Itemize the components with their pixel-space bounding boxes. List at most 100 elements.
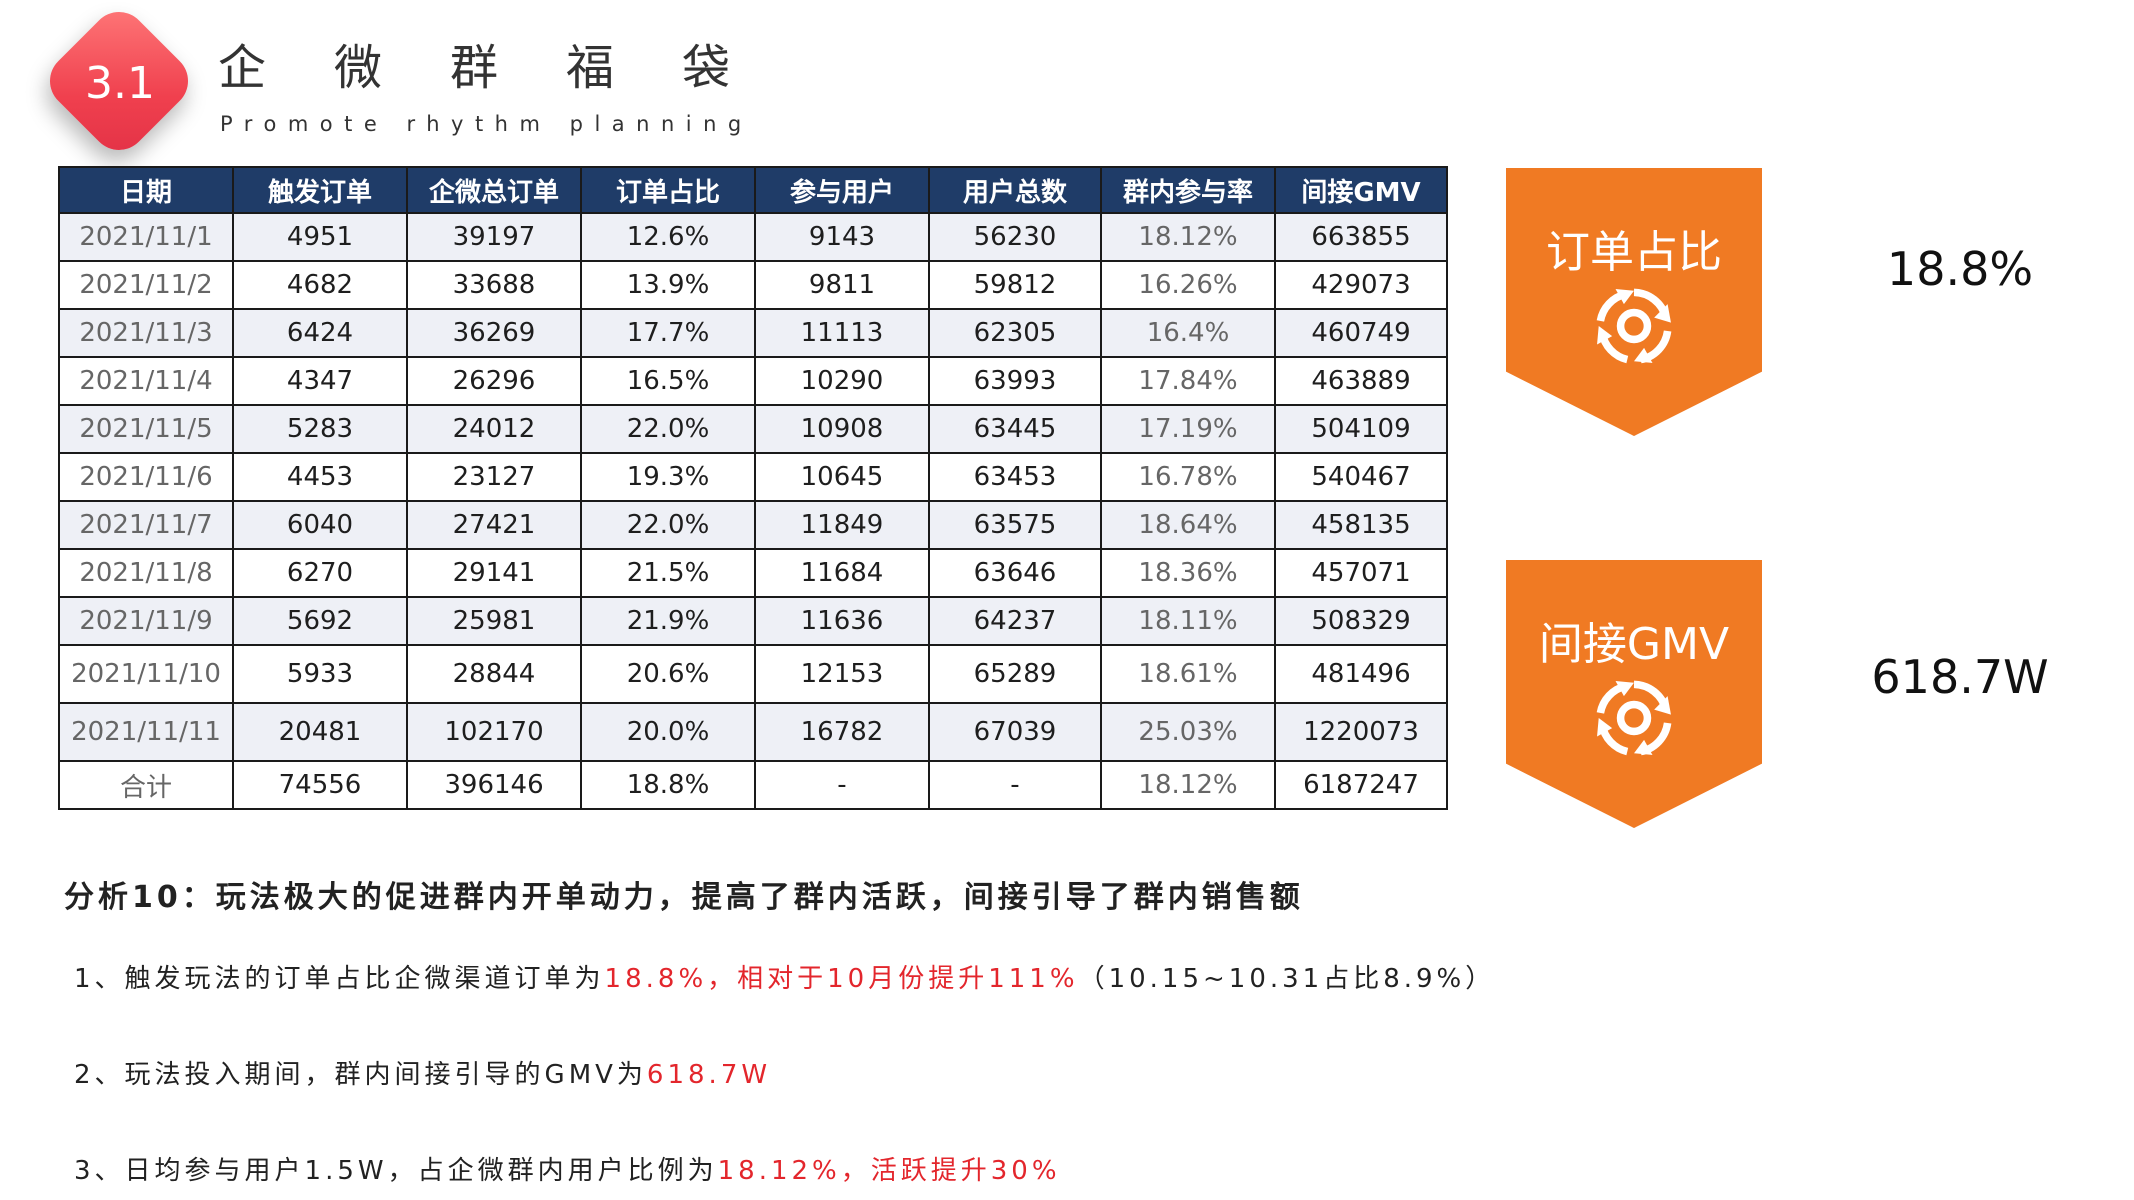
point-text: 1、触发玩法的订单占比企微渠道订单为 <box>74 964 605 994</box>
table-cell: 102170 <box>406 702 582 762</box>
table-row: 2021/11/10 5933 28844 20.6% 12153 65289 18.61%… <box>58 644 1448 704</box>
table-cell: 5692 <box>232 596 408 646</box>
table-cell: 12.6% <box>580 212 756 262</box>
table-cell: 18.12% <box>1100 212 1276 262</box>
date-cell: 2021/11/4 <box>58 356 234 406</box>
table-cell: 18.8% <box>580 760 756 810</box>
point-highlight: 618.7W <box>646 1060 772 1090</box>
table-cell: 6040 <box>232 500 408 550</box>
table-cell: 4347 <box>232 356 408 406</box>
table-cell: 12153 <box>754 644 930 704</box>
table-cell: 540467 <box>1274 452 1448 502</box>
target-refresh-icon <box>1596 288 1672 364</box>
table-cell: 67039 <box>928 702 1102 762</box>
table-cell: 16.78% <box>1100 452 1276 502</box>
table-cell: 20481 <box>232 702 408 762</box>
table-row: 2021/11/6 4453 23127 19.3% 10645 63453 16.78% 5… <box>58 452 1448 502</box>
table-cell: 6187247 <box>1274 760 1448 810</box>
table-cell: 17.19% <box>1100 404 1276 454</box>
table-cell: 63445 <box>928 404 1102 454</box>
column-header: 间接GMV <box>1274 166 1448 214</box>
table-cell: 9811 <box>754 260 930 310</box>
column-header: 日期 <box>58 166 234 214</box>
order-ratio-card: 订单占比 <box>1506 168 1762 436</box>
date-cell: 2021/11/1 <box>58 212 234 262</box>
data-table: 日期 触发订单 企微总订单 订单占比 参与用户 用户总数 群内参与率 间接GMV… <box>58 166 1448 810</box>
table-cell: 11849 <box>754 500 930 550</box>
column-header: 订单占比 <box>580 166 756 214</box>
table-cell: 481496 <box>1274 644 1448 704</box>
table-cell: 63646 <box>928 548 1102 598</box>
table-cell: 663855 <box>1274 212 1448 262</box>
table-cell: 16.5% <box>580 356 756 406</box>
table-cell: 504109 <box>1274 404 1448 454</box>
table-cell: 6424 <box>232 308 408 358</box>
table-cell: 16782 <box>754 702 930 762</box>
page-title: 企微群福袋 <box>218 40 799 96</box>
column-header: 触发订单 <box>232 166 408 214</box>
table-cell: 18.36% <box>1100 548 1276 598</box>
analysis-point: 2、玩法投入期间，群内间接引导的GMV为618.7W <box>74 1054 771 1091</box>
table-cell: 429073 <box>1274 260 1448 310</box>
column-header: 参与用户 <box>754 166 930 214</box>
date-cell: 2021/11/10 <box>58 644 234 704</box>
table-cell: 1220073 <box>1274 702 1448 762</box>
table-cell: 63993 <box>928 356 1102 406</box>
table-cell: 18.64% <box>1100 500 1276 550</box>
table-cell: 63575 <box>928 500 1102 550</box>
table-cell: 11113 <box>754 308 930 358</box>
table-cell: 13.9% <box>580 260 756 310</box>
date-cell: 2021/11/9 <box>58 596 234 646</box>
table-cell: 27421 <box>406 500 582 550</box>
date-cell: 2021/11/5 <box>58 404 234 454</box>
card-label: 订单占比 <box>1546 227 1722 278</box>
table-cell: 4453 <box>232 452 408 502</box>
table-cell: 18.12% <box>1100 760 1276 810</box>
date-cell: 合计 <box>58 760 234 810</box>
table-cell: 18.61% <box>1100 644 1276 704</box>
table-cell: 39197 <box>406 212 582 262</box>
table-cell: 4682 <box>232 260 408 310</box>
point-highlight: 18.8%，相对于10月份提升111% <box>604 964 1079 994</box>
column-header: 用户总数 <box>928 166 1102 214</box>
page-subtitle: Promote rhythm planning <box>220 112 753 136</box>
table-cell: 59812 <box>928 260 1102 310</box>
table-cell: 21.5% <box>580 548 756 598</box>
analysis-heading: 分析10：玩法极大的促进群内开单动力，提高了群内活跃，间接引导了群内销售额 <box>64 880 1304 915</box>
indirect-gmv-card: 间接GMV <box>1506 560 1762 828</box>
table-row: 2021/11/5 5283 24012 22.0% 10908 63445 17.19% 5… <box>58 404 1448 454</box>
table-cell: 22.0% <box>580 404 756 454</box>
table-cell: 20.0% <box>580 702 756 762</box>
table-cell: 457071 <box>1274 548 1448 598</box>
target-refresh-icon <box>1596 680 1672 756</box>
table-cell: 5933 <box>232 644 408 704</box>
date-cell: 2021/11/6 <box>58 452 234 502</box>
table-cell: 19.3% <box>580 452 756 502</box>
table-total-row: 合计 74556 396146 18.8% - -18.12% 6187247 <box>58 760 1448 810</box>
table-cell: 65289 <box>928 644 1102 704</box>
date-cell: 2021/11/2 <box>58 260 234 310</box>
point-note: （10.15~10.31占比8.9%） <box>1078 964 1496 994</box>
table-cell: 463889 <box>1274 356 1448 406</box>
date-cell: 2021/11/7 <box>58 500 234 550</box>
table-cell: 5283 <box>232 404 408 454</box>
table-cell: - <box>754 760 930 810</box>
table-row: 2021/11/4 4347 26296 16.5% 10290 63993 17.84% 4… <box>58 356 1448 406</box>
point-text: 3、日均参与用户1.5W，占企微群内用户比例为 <box>74 1156 718 1186</box>
table-cell: 460749 <box>1274 308 1448 358</box>
table-cell: 26296 <box>406 356 582 406</box>
point-text: 2、玩法投入期间，群内间接引导的GMV为 <box>74 1060 647 1090</box>
table-cell: 458135 <box>1274 500 1448 550</box>
table-cell: 21.9% <box>580 596 756 646</box>
table-cell: 17.84% <box>1100 356 1276 406</box>
indirect-gmv-value: 618.7W <box>1871 650 2049 704</box>
table-cell: 4951 <box>232 212 408 262</box>
table-cell: 18.11% <box>1100 596 1276 646</box>
table-cell: 74556 <box>232 760 408 810</box>
table-row: 2021/11/8 6270 29141 21.5% 11684 63646 18.36% 4… <box>58 548 1448 598</box>
table-cell: 16.4% <box>1100 308 1276 358</box>
table-row: 2021/11/1 4951 39197 12.6% 9143 56230 18.12% 66… <box>58 212 1448 262</box>
column-header: 群内参与率 <box>1100 166 1276 214</box>
table-row: 2021/11/7 6040 27421 22.0% 11849 63575 18.64% 4… <box>58 500 1448 550</box>
table-cell: 64237 <box>928 596 1102 646</box>
